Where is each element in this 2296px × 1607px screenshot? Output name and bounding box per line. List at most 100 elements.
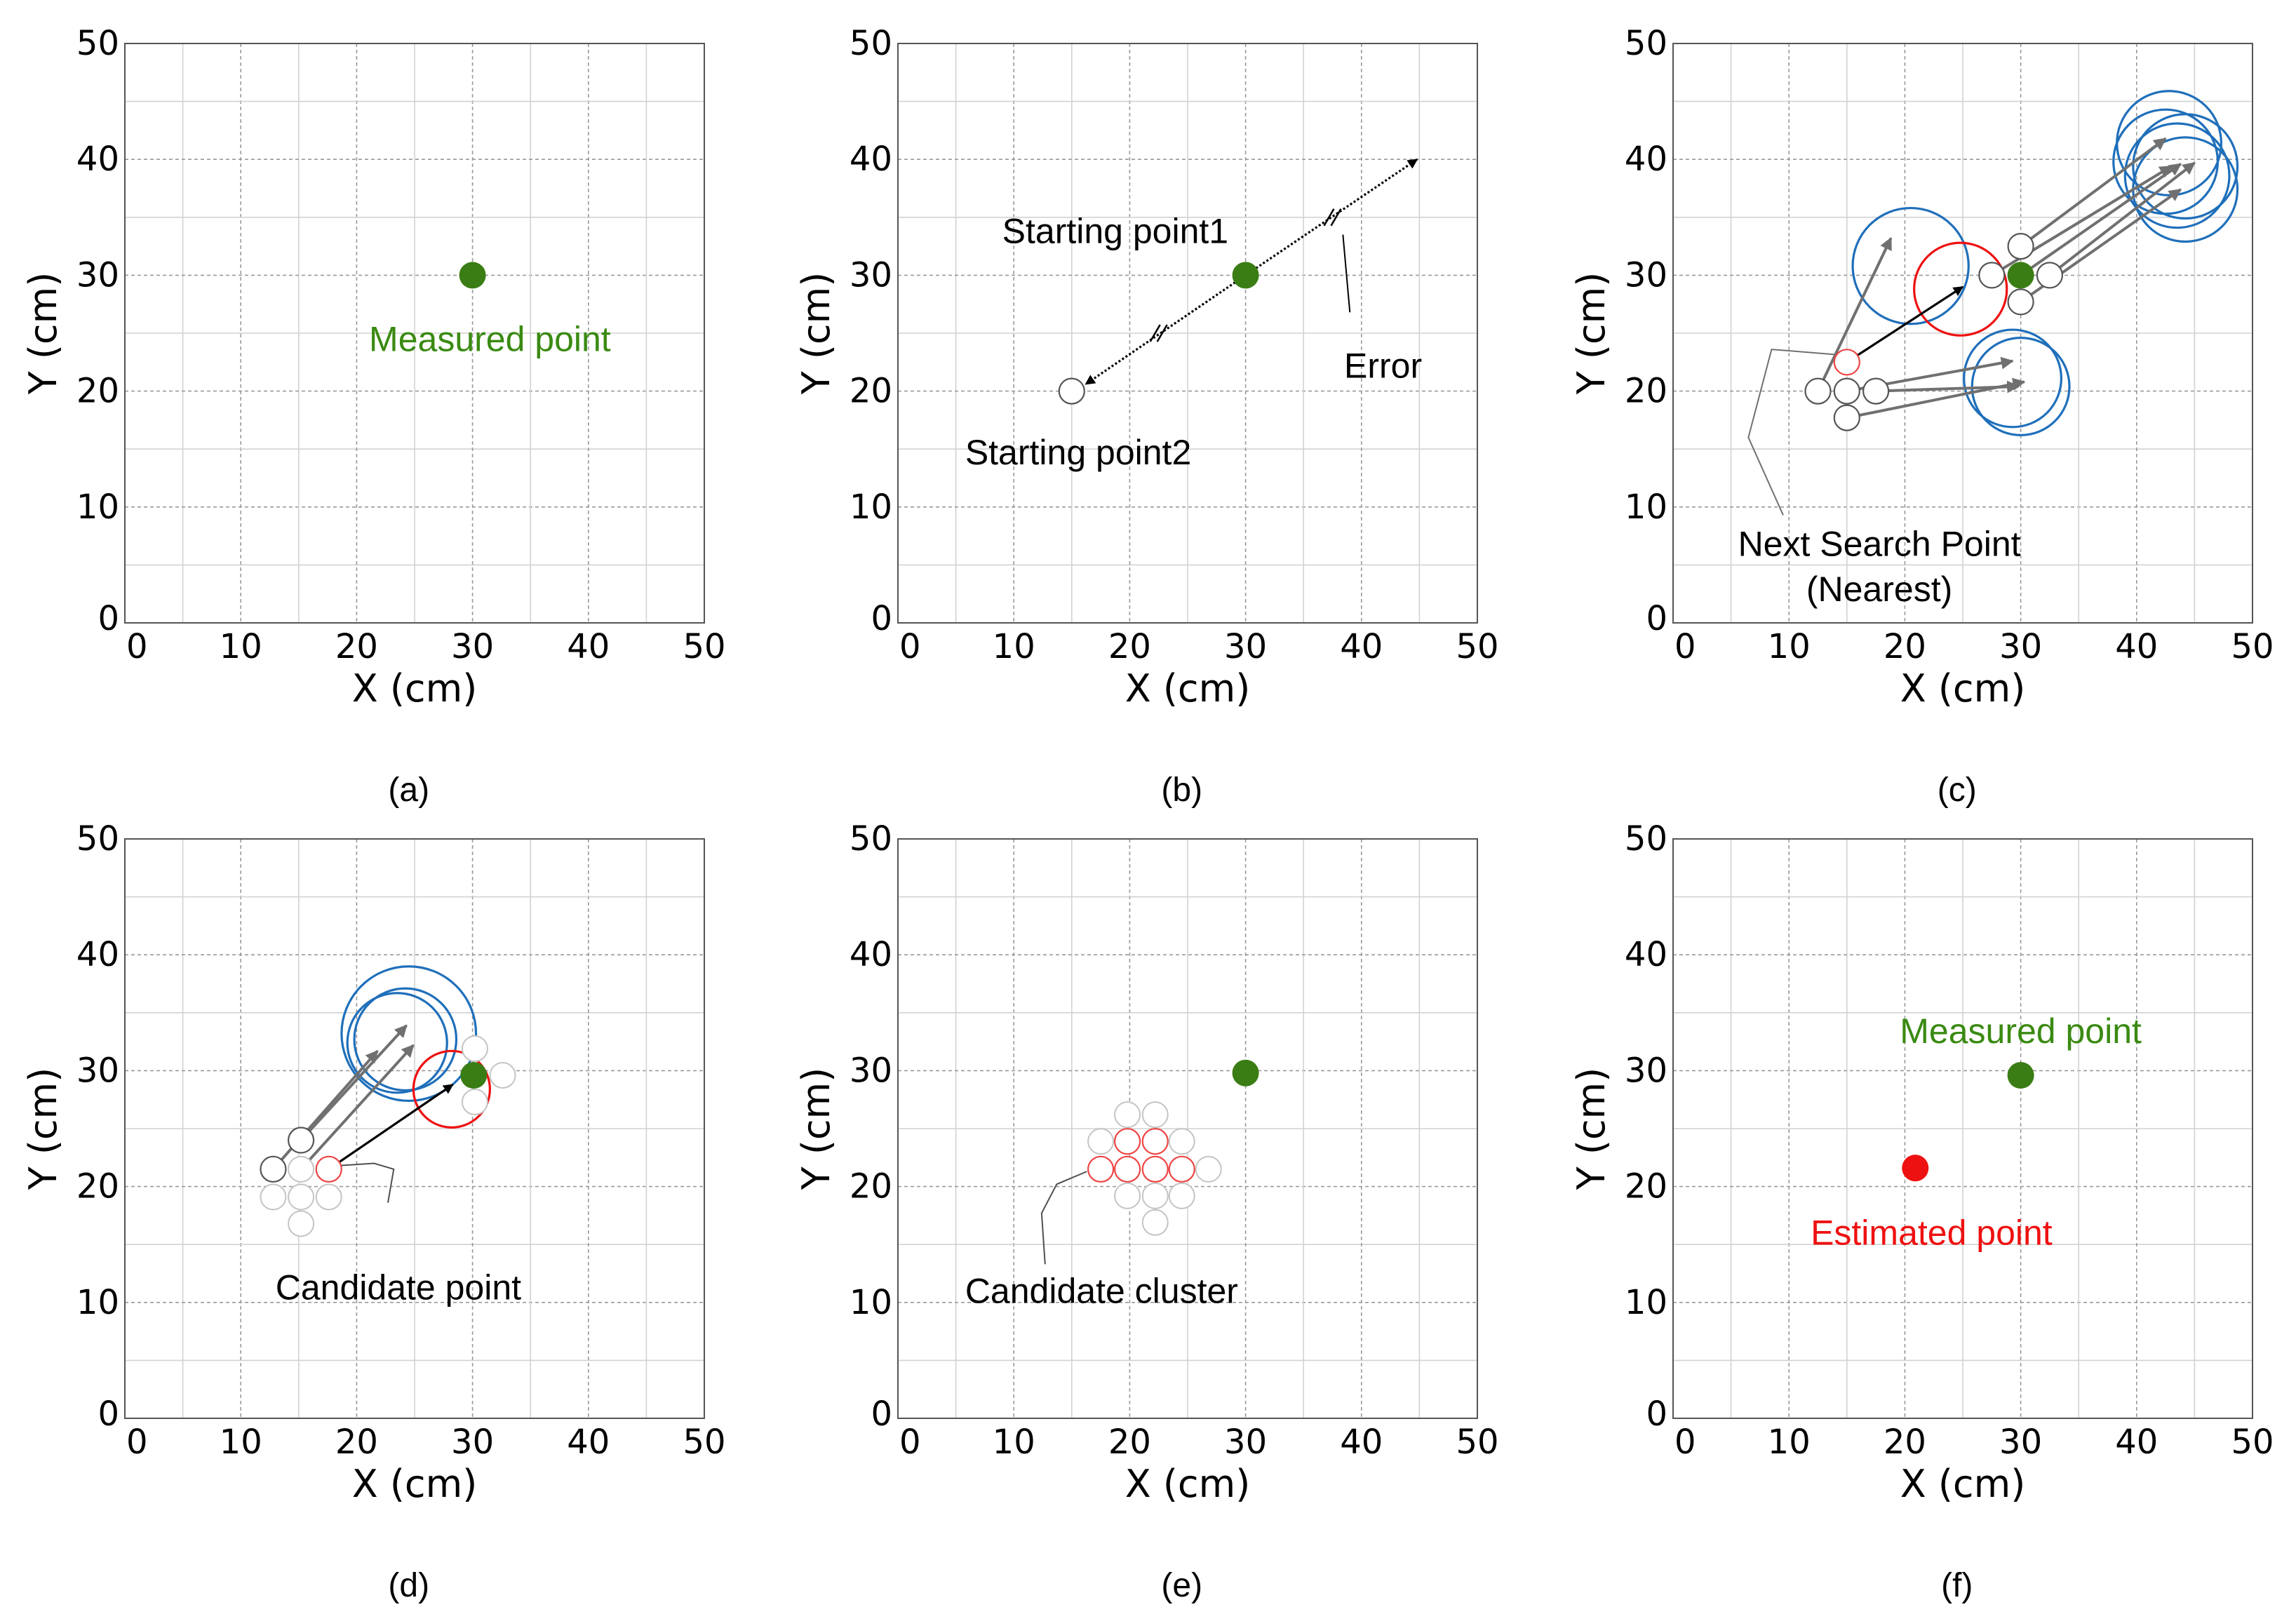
plot-frame xyxy=(897,838,1478,1419)
x-tick-label: 30 xyxy=(451,1423,494,1462)
y-tick-label: 10 xyxy=(1625,1283,1667,1322)
x-tick-label: 0 xyxy=(126,627,148,666)
candidate-point xyxy=(1113,1128,1141,1155)
annotation: Next Search Point xyxy=(1738,525,2021,564)
x-tick-label: 50 xyxy=(2231,1423,2274,1462)
x-tick-label: 0 xyxy=(126,1423,148,1462)
search-point xyxy=(2007,233,2034,260)
leader-line xyxy=(1040,1171,1087,1265)
y-tick-label: 40 xyxy=(1625,935,1667,974)
search-circle xyxy=(353,987,458,1092)
panel-c: 0 10 20 30 40 50 0 10 20 30 40 50 X (cm) Y (cm) Next S… xyxy=(1569,24,2274,809)
y-tick-label: 40 xyxy=(850,935,892,974)
x-tick-label: 30 xyxy=(1224,627,1267,666)
measured-point xyxy=(459,262,486,289)
search-point xyxy=(1087,1128,1115,1155)
y-tick-label: 30 xyxy=(76,255,119,295)
measured-point xyxy=(1232,262,1259,289)
x-tick-label: 30 xyxy=(451,627,494,666)
search-circle xyxy=(1851,206,1970,325)
search-circle xyxy=(2112,108,2220,215)
panel-caption: (e) xyxy=(1161,1567,1202,1604)
y-tick-label: 40 xyxy=(850,140,892,179)
leader-line xyxy=(337,1162,395,1203)
arrow xyxy=(1846,377,2026,419)
search-point xyxy=(1833,404,1860,431)
search-circle xyxy=(2123,122,2231,229)
search-point xyxy=(288,1155,315,1183)
measured-point xyxy=(2007,262,2034,289)
x-tick-label: 0 xyxy=(1674,627,1696,666)
plot-frame xyxy=(1672,43,2253,624)
y-tick-label: 40 xyxy=(76,140,119,179)
panel-f: 0 10 20 30 40 50 0 10 20 30 40 50 X (cm) Y (cm) Measur… xyxy=(1569,819,2274,1604)
panel-b: 0 10 20 30 40 50 0 10 20 30 40 50 X (cm) Y (cm) Starti… xyxy=(794,24,1499,809)
y-tick-label: 0 xyxy=(871,599,892,638)
best-search-circle xyxy=(1913,241,2008,337)
x-tick-label: 40 xyxy=(2115,1423,2158,1462)
panel-a: 0 10 20 30 40 50 0 10 20 30 40 50 X (cm) Y (cm) Measur… xyxy=(21,24,726,809)
search-point xyxy=(288,1127,315,1154)
y-tick-label: 0 xyxy=(98,599,119,638)
x-tick-label: 40 xyxy=(1340,627,1383,666)
x-tick-label: 50 xyxy=(683,1423,725,1462)
x-tick-label: 50 xyxy=(1456,1423,1498,1462)
x-axis-label: X (cm) xyxy=(352,666,478,711)
annotation: (Nearest) xyxy=(1806,570,1952,609)
search-point xyxy=(260,1155,287,1183)
y-tick-label: 10 xyxy=(76,488,119,527)
search-point xyxy=(1978,262,2006,289)
search-circle xyxy=(340,965,478,1102)
y-tick-label: 40 xyxy=(76,935,119,974)
x-axis-label: X (cm) xyxy=(1125,1462,1251,1506)
panel-e: 0 10 20 30 40 50 0 10 20 30 40 50 X (cm) Y (cm) Candid… xyxy=(794,819,1499,1604)
arrow xyxy=(1846,285,1964,363)
candidate-point xyxy=(1168,1155,1195,1183)
panel-caption: (d) xyxy=(388,1567,429,1604)
y-axis-label: Y (cm) xyxy=(21,272,65,396)
y-tick-label: 50 xyxy=(850,819,892,859)
annotation: Error xyxy=(1344,346,1422,385)
annotation: Starting point1 xyxy=(1002,212,1228,251)
leader-line xyxy=(1747,349,1844,516)
y-tick-label: 20 xyxy=(1625,372,1667,411)
panel-caption: (f) xyxy=(1941,1567,1973,1604)
y-tick-label: 20 xyxy=(1625,1167,1667,1206)
annotation: Candidate cluster xyxy=(965,1271,1238,1310)
search-point xyxy=(461,1089,488,1116)
arrow xyxy=(1244,158,1418,276)
search-point xyxy=(1195,1155,1222,1183)
equal-length-mark xyxy=(1149,324,1161,342)
equal-length-mark xyxy=(1323,208,1335,227)
search-circle xyxy=(1963,328,2063,429)
arrow xyxy=(2048,161,2196,276)
equal-length-mark xyxy=(1330,208,1342,227)
annotation: Estimated point xyxy=(1811,1213,2053,1253)
annotation: Starting point2 xyxy=(965,433,1191,472)
arrow xyxy=(328,1083,454,1171)
search-point xyxy=(288,1210,315,1237)
measured-point xyxy=(2007,1062,2034,1089)
search-point xyxy=(315,1183,342,1211)
search-point xyxy=(1833,377,1860,405)
y-tick-label: 30 xyxy=(76,1051,119,1090)
arrow xyxy=(1085,274,1247,386)
y-tick-label: 50 xyxy=(1625,24,1667,63)
candidate-point xyxy=(1141,1128,1169,1155)
x-tick-label: 20 xyxy=(335,1423,378,1462)
x-axis-label: X (cm) xyxy=(352,1462,478,1506)
x-axis-label: X (cm) xyxy=(1900,666,2026,711)
y-tick-label: 50 xyxy=(76,819,119,859)
y-tick-label: 0 xyxy=(98,1394,119,1434)
x-tick-label: 40 xyxy=(1340,1423,1383,1462)
search-circle xyxy=(1971,337,2071,436)
y-tick-label: 20 xyxy=(850,1167,892,1206)
x-tick-label: 20 xyxy=(1108,627,1151,666)
x-tick-label: 0 xyxy=(1674,1423,1696,1462)
y-tick-label: 0 xyxy=(871,1394,892,1434)
search-point xyxy=(1114,1101,1141,1129)
x-tick-label: 30 xyxy=(1224,1423,1267,1462)
x-tick-label: 20 xyxy=(335,627,378,666)
arrow xyxy=(1816,236,1893,392)
y-tick-label: 30 xyxy=(850,255,892,295)
